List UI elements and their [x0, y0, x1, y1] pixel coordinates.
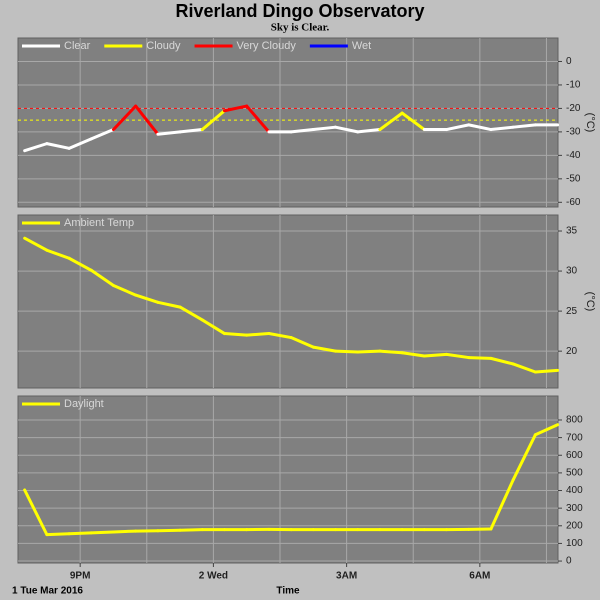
line-segment [89, 128, 115, 141]
y-tick-label: -10 [566, 80, 581, 91]
y-tick-label: -30 [566, 127, 581, 138]
plot-area [17, 395, 559, 564]
y-tick-label: -20 [566, 103, 581, 114]
y-tick-label: 700 [566, 432, 583, 443]
line-segment [378, 111, 404, 132]
chart-title: Riverland Dingo Observatory [175, 1, 424, 21]
line-segment [289, 336, 315, 349]
line-segment [89, 530, 115, 535]
y-tick-label: -50 [566, 173, 581, 184]
y-tick-label: 0 [566, 556, 572, 567]
line-segment [533, 368, 560, 374]
y-tick-label: 600 [566, 450, 583, 461]
y-tick-label: 800 [566, 415, 583, 426]
line-segment [445, 352, 471, 360]
line-segment [23, 236, 49, 252]
line-segment [67, 137, 93, 150]
y-axis-label: (°C) [584, 292, 596, 312]
line-segment [400, 111, 426, 132]
line-segment [178, 305, 204, 322]
line-segment [23, 142, 49, 153]
line-segment [45, 248, 71, 260]
y-tick-label: 300 [566, 503, 583, 514]
y-tick-label: 35 [566, 226, 578, 237]
line-segment [334, 349, 360, 354]
line-segment [489, 125, 515, 132]
line-segment [156, 528, 182, 533]
line-segment [400, 351, 426, 358]
y-axis-label: (°C) [584, 113, 596, 133]
line-segment [45, 142, 71, 150]
line-segment [267, 332, 293, 340]
line-segment [289, 128, 315, 134]
line-segment [489, 356, 515, 366]
date-label: 1 Tue Mar 2016 [12, 586, 83, 597]
y-tick-label: 20 [566, 346, 578, 357]
line-segment [533, 423, 560, 437]
line-segment [111, 529, 138, 534]
line-segment [67, 256, 93, 272]
x-axis-label: Time [276, 586, 300, 597]
line-segment [511, 123, 537, 129]
line-segment [489, 478, 515, 531]
y-tick-label: -40 [566, 150, 581, 161]
y-tick-label: 25 [566, 306, 578, 317]
chart-subtitle: Sky is Clear. [271, 22, 330, 34]
line-segment [356, 128, 382, 134]
line-segment [134, 104, 160, 136]
line-segment [200, 109, 226, 132]
x-tick-label: 2 Wed [199, 571, 228, 582]
x-tick-label: 6AM [469, 571, 490, 582]
line-segment [178, 128, 204, 134]
line-segment [89, 268, 115, 287]
line-segment [67, 531, 93, 536]
y-tick-label: 30 [566, 266, 578, 277]
line-segment [222, 332, 249, 337]
legend-label: Wet [352, 40, 371, 52]
line-segment [111, 283, 138, 297]
line-segment [467, 356, 493, 360]
line-segment [156, 130, 182, 136]
y-tick-label: 400 [566, 485, 583, 496]
line-segment [111, 104, 138, 132]
line-segment [356, 349, 382, 354]
plot-area [17, 214, 559, 389]
line-segment [334, 125, 360, 134]
legend-label: Cloudy [146, 40, 181, 52]
y-tick-label: 0 [566, 56, 572, 67]
y-tick-label: 100 [566, 538, 583, 549]
line-segment [200, 318, 226, 336]
legend-label: Daylight [64, 398, 104, 410]
line-segment [23, 488, 49, 537]
line-segment [311, 125, 338, 132]
plot-area [17, 37, 559, 208]
line-segment [422, 352, 449, 358]
line-segment [511, 362, 537, 374]
line-segment [311, 345, 338, 353]
legend-label: Clear [64, 40, 91, 52]
legend-label: Very Cloudy [237, 40, 297, 52]
line-segment [222, 104, 249, 113]
line-segment [156, 300, 182, 309]
x-tick-label: 9PM [70, 571, 91, 582]
line-segment [245, 332, 271, 337]
line-segment [134, 293, 160, 304]
line-segment [445, 123, 471, 132]
y-tick-label: 500 [566, 468, 583, 479]
legend-label: Ambient Temp [64, 217, 134, 229]
line-segment [378, 349, 404, 355]
line-segment [245, 104, 271, 134]
y-tick-label: -60 [566, 197, 581, 208]
line-segment [45, 532, 71, 537]
x-tick-label: 3AM [336, 571, 357, 582]
line-segment [178, 528, 204, 532]
line-segment [511, 433, 537, 482]
line-segment [467, 123, 493, 132]
y-tick-label: 200 [566, 520, 583, 531]
